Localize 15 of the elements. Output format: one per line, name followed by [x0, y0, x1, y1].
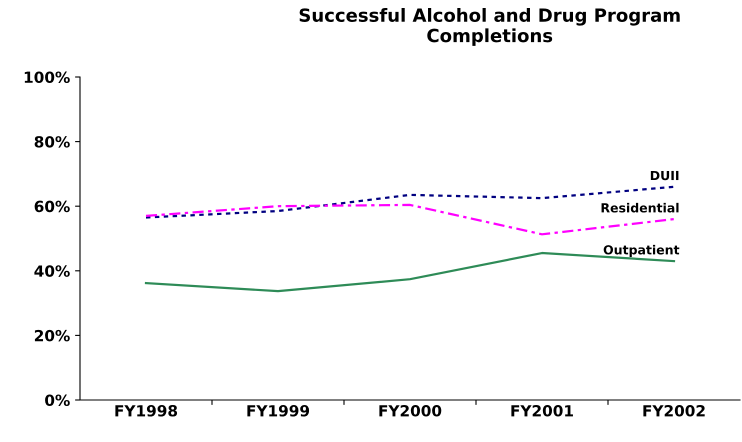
y-tick-label: 80% — [34, 136, 70, 148]
y-tick-label: 40% — [34, 265, 70, 277]
x-tick-label: FY1998 — [115, 404, 178, 417]
x-tick-label: FY2001 — [511, 404, 573, 417]
y-tick-label: 100% — [24, 71, 70, 84]
y-tick-label: 60% — [34, 200, 70, 212]
x-tick-label: FY2002 — [643, 404, 705, 417]
y-tick-label: 0% — [45, 394, 70, 406]
chart-title: Successful Alcohol and Drug Program Completions — [300, 8, 680, 46]
series-label: Outpatient — [604, 244, 680, 257]
x-tick-label: FY2000 — [379, 404, 442, 417]
series-label: Residential — [602, 202, 679, 213]
series-label: DUII — [650, 170, 678, 180]
x-tick-label: FY1999 — [247, 405, 310, 417]
y-tick-label: 20% — [34, 330, 70, 342]
